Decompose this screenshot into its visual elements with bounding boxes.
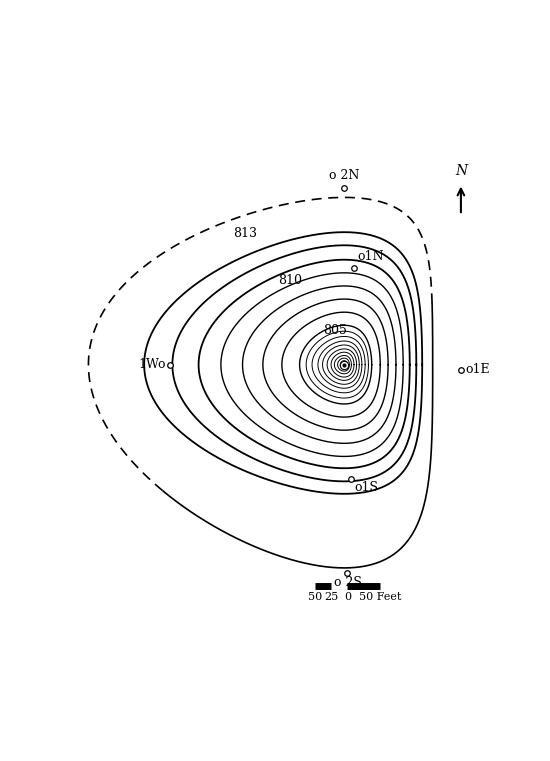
Text: N: N: [455, 164, 467, 178]
Text: 813: 813: [233, 227, 257, 240]
Text: 50: 50: [307, 591, 322, 601]
Text: 0: 0: [344, 591, 351, 601]
Text: o 2N: o 2N: [329, 170, 359, 183]
Text: 25: 25: [324, 591, 338, 601]
Text: 810: 810: [279, 274, 303, 287]
Text: o1S: o1S: [354, 482, 378, 495]
Text: o1N: o1N: [358, 250, 384, 263]
Text: 50 Feet: 50 Feet: [359, 591, 402, 601]
Text: o1E: o1E: [465, 364, 490, 377]
Text: o 2S: o 2S: [333, 576, 361, 589]
Text: 1Wo: 1Wo: [138, 358, 166, 371]
Text: 805: 805: [323, 324, 347, 337]
